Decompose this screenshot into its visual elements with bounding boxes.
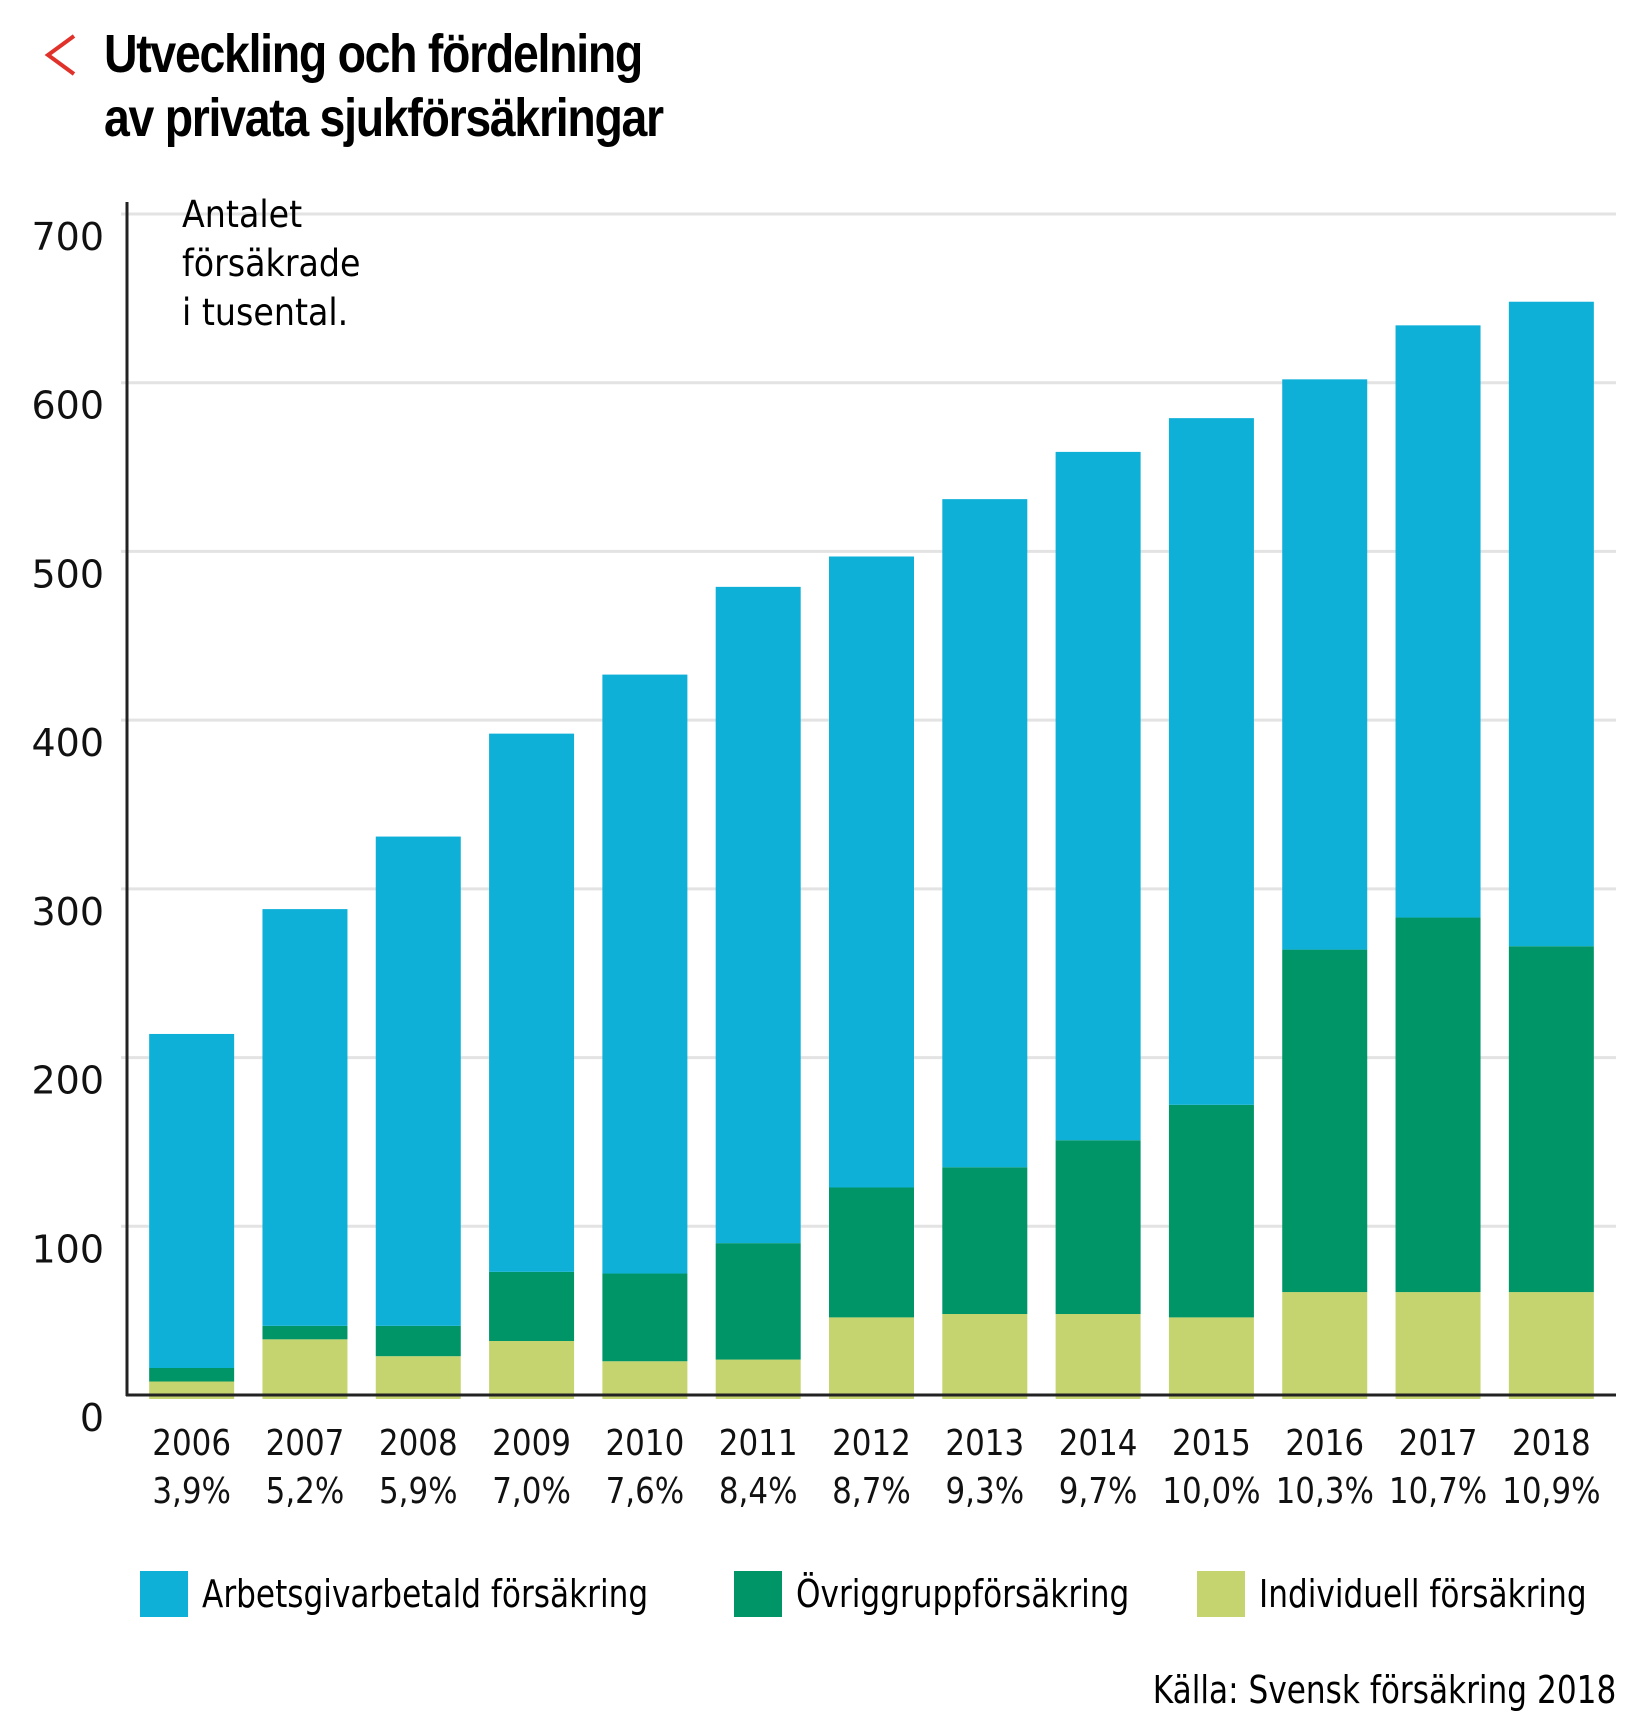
bar-segment: [602, 1361, 688, 1399]
x-tick-label: 2009: [492, 1422, 571, 1464]
title-line-2: av privata sjukförsäkringar: [104, 88, 664, 148]
legend-item-arbetsgivarbetald: Arbetsgivarbetald försäkring: [140, 1571, 746, 1617]
y-tick-label: 200: [31, 1059, 104, 1103]
y-tick-label: 300: [31, 890, 104, 934]
bar-segment: [1508, 301, 1594, 947]
x-tick-sublabel: 8,4%: [719, 1470, 798, 1512]
x-tick-sublabel: 5,2%: [266, 1470, 345, 1512]
y-tick-label: 700: [31, 215, 104, 259]
bar-segment: [829, 556, 914, 1188]
y-tick-label: 0: [80, 1396, 104, 1440]
y-tick-label: 400: [31, 721, 104, 765]
bar-segment: [262, 1339, 348, 1399]
x-tick-sublabel: 3,9%: [152, 1470, 231, 1512]
chevron-left-icon[interactable]: [40, 30, 80, 80]
x-tick-sublabel: 7,0%: [492, 1470, 571, 1512]
bar-segment: [1282, 379, 1368, 950]
bar-segment: [1282, 949, 1368, 1293]
bar-segment: [602, 674, 688, 1274]
x-tick-label: 2006: [152, 1422, 231, 1464]
bar-segment: [715, 586, 801, 1244]
bar-segment: [1055, 1314, 1141, 1399]
source-note: Källa: Svensk försäkring 2018: [1152, 1668, 1616, 1712]
x-tick-label: 2012: [832, 1422, 911, 1464]
bar-segment: [262, 1325, 348, 1340]
x-tick-label: 2014: [1059, 1422, 1138, 1464]
x-tick-label: 2016: [1285, 1422, 1364, 1464]
bar-segment: [1168, 1317, 1254, 1399]
x-tick-sublabel: 5,9%: [379, 1470, 458, 1512]
bar-segment: [1395, 917, 1481, 1293]
x-tick-label: 2010: [605, 1422, 684, 1464]
legend-swatch: [734, 1571, 783, 1617]
bar-segment: [1508, 1292, 1594, 1399]
bar-segment: [715, 1243, 801, 1360]
y-axis-note-line: Antalet: [182, 193, 303, 236]
x-tick-label: 2011: [719, 1422, 798, 1464]
legend: Arbetsgivarbetald försäkring Övriggruppf…: [140, 1568, 1648, 1620]
y-tick-labels: 0 100 200 300 400 500 600 700: [31, 215, 104, 1440]
x-tick-label: 2013: [945, 1422, 1024, 1464]
legend-swatch: [140, 1571, 188, 1617]
y-tick-label: 100: [31, 1227, 104, 1271]
x-tick-label: 2015: [1172, 1422, 1251, 1464]
x-tick-sublabel: 10,7%: [1389, 1470, 1487, 1512]
y-tick-label: 500: [31, 552, 104, 596]
y-axis-note-line: i tusental.: [182, 291, 349, 334]
x-tick-label: 2008: [379, 1422, 458, 1464]
bar-segment: [489, 1341, 575, 1399]
bar-segment: [375, 1356, 461, 1399]
x-tick-sublabel: 10,9%: [1502, 1470, 1600, 1512]
x-tick-labels: 2006 3,9% 2007 5,2% 2008 5,9% 2009 7,0% 2010 7,6%…: [152, 1422, 1600, 1512]
bar-segment: [149, 1368, 235, 1382]
bar-segment: [829, 1187, 914, 1318]
bar-segment: [1168, 1104, 1254, 1318]
axes: [125, 202, 1616, 1397]
x-tick-label: 2018: [1512, 1422, 1591, 1464]
bar-segment: [375, 836, 461, 1326]
bar-segment: [715, 1359, 801, 1399]
bar-segment: [1508, 946, 1594, 1293]
bar-segment: [1168, 418, 1254, 1105]
y-axis-note-line: försäkrade: [182, 242, 361, 285]
legend-label: Individuell försäkring: [1258, 1572, 1587, 1616]
x-tick-sublabel: 7,6%: [606, 1470, 685, 1512]
x-tick-label: 2017: [1399, 1422, 1478, 1464]
bars: [149, 301, 1594, 1399]
chart-title: Utveckling och fördelning av privata sju…: [104, 22, 664, 150]
legend-item-ovriggrupp: Övriggruppförsäkring: [734, 1571, 1203, 1617]
legend-item-individuell: Individuell försäkring: [1196, 1571, 1648, 1617]
x-tick-sublabel: 8,7%: [832, 1470, 911, 1512]
bar-segment: [942, 1314, 1028, 1399]
bar-segment: [1282, 1292, 1368, 1399]
title-line-1: Utveckling och fördelning: [104, 24, 643, 84]
bar-segment: [262, 909, 348, 1326]
bar-segment: [1395, 1292, 1481, 1399]
bar-segment: [489, 1271, 575, 1342]
legend-label: Övriggruppförsäkring: [796, 1572, 1130, 1616]
bar-segment: [942, 1167, 1028, 1315]
y-tick-label: 600: [31, 384, 104, 428]
x-tick-label: 2007: [266, 1422, 345, 1464]
bar-segment: [942, 499, 1028, 1168]
bar-segment: [149, 1033, 235, 1369]
bar-segment: [1395, 325, 1481, 918]
x-tick-sublabel: 10,0%: [1162, 1470, 1260, 1512]
x-tick-sublabel: 9,7%: [1059, 1470, 1138, 1512]
bar-segment: [829, 1317, 914, 1399]
x-tick-sublabel: 9,3%: [945, 1470, 1024, 1512]
bar-segment: [602, 1273, 688, 1362]
bar-segment: [1055, 1140, 1141, 1315]
bar-segment: [375, 1325, 461, 1357]
bar-segment: [489, 733, 575, 1272]
legend-label: Arbetsgivarbetald försäkring: [202, 1572, 649, 1616]
x-tick-sublabel: 10,3%: [1276, 1470, 1374, 1512]
bar-segment: [1055, 451, 1141, 1141]
legend-swatch: [1196, 1571, 1245, 1617]
y-axis-note: Antalet försäkrade i tusental.: [182, 190, 361, 337]
